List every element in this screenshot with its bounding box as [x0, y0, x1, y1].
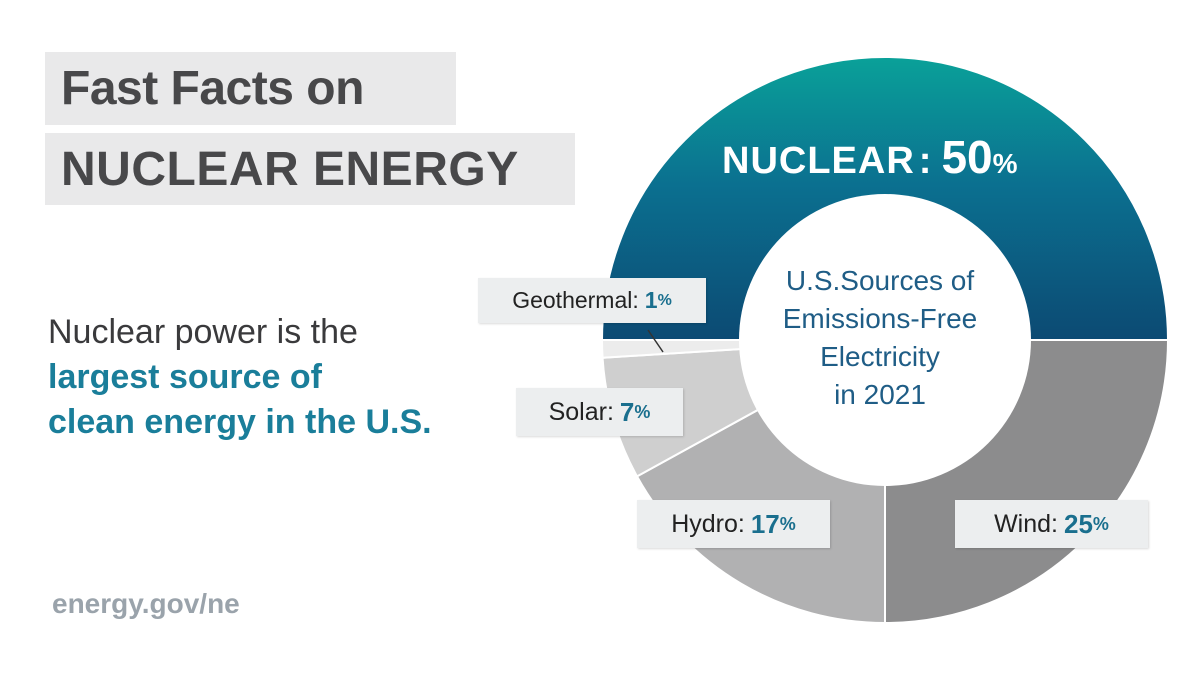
slice-label-solar-value: 7	[619, 396, 635, 427]
slice-label-nuclear: NUCLEAR:50%	[722, 131, 1018, 183]
slice-label-solar-name: Solar	[548, 397, 607, 426]
center-title-line-2: Emissions-Free	[782, 303, 978, 334]
slice-label-nuclear-name: NUCLEAR	[722, 140, 915, 182]
slice-label-hydro-value: 17	[750, 508, 780, 539]
slice-label-hydro: Hydro:17%	[637, 500, 830, 548]
chart-center-title: U.S.Sources of Emissions-Free Electricit…	[745, 262, 1015, 414]
center-title-line-4: in 2021	[834, 379, 926, 410]
geothermal-leader-line	[647, 329, 664, 353]
fact-statement: Nuclear power is the largest source of c…	[48, 310, 508, 445]
fact-plain-text: Nuclear power is the	[48, 313, 358, 351]
fact-highlight-line-1: largest source of	[48, 358, 322, 396]
slice-label-solar: Solar:7%	[516, 388, 683, 436]
slice-label-geothermal: Geothermal:1%	[478, 278, 706, 323]
slice-label-nuclear-value: 50	[941, 131, 993, 183]
slice-label-geothermal-name: Geothermal	[512, 287, 633, 313]
title-line-1-text: Fast Facts on	[61, 62, 364, 115]
title-line-2-text: NUCLEAR ENERGY	[61, 142, 519, 196]
title-line-1: Fast Facts on	[45, 52, 456, 125]
slice-label-wind: Wind:25%	[955, 500, 1148, 548]
donut-hole	[739, 194, 1031, 486]
center-title-line-1: U.S.Sources of	[785, 265, 975, 296]
footer-url[interactable]: energy.gov/ne	[52, 588, 240, 619]
title-line-2: NUCLEAR ENERGY	[45, 133, 575, 205]
center-title-line-3: Electricity	[820, 341, 940, 372]
slice-label-wind-name: Wind	[994, 509, 1052, 538]
slice-label-wind-value: 25	[1063, 508, 1093, 539]
fact-highlight-line-2: clean energy in the U.S.	[48, 403, 432, 441]
slice-label-geothermal-value: 1	[644, 287, 658, 313]
slice-label-hydro-name: Hydro	[671, 509, 738, 538]
